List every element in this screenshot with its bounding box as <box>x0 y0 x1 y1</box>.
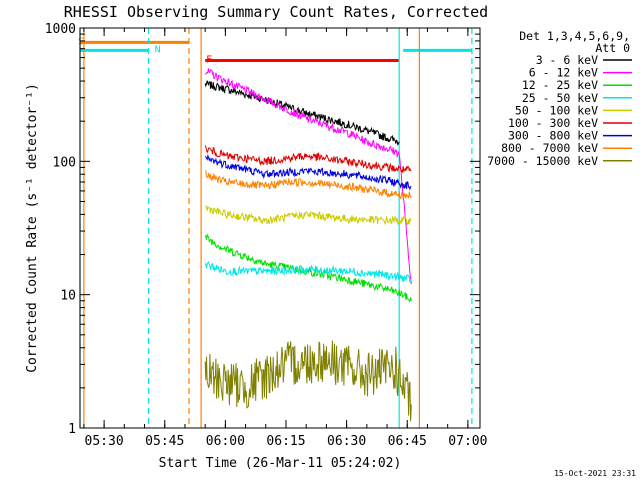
x-tick-label-06-00: 06:00 <box>206 434 245 449</box>
series-line-50-100-kev <box>204 205 412 226</box>
series-line-300-800-kev <box>205 153 412 191</box>
series-line-25-50-kev <box>204 261 412 283</box>
series-line-12-25-kev <box>204 233 412 303</box>
legend-label-25-50-kev: 25 - 50 keV <box>522 91 598 105</box>
x-tick-label-05-45: 05:45 <box>145 434 184 449</box>
plot-frame <box>79 27 481 429</box>
x-tick-label-06-15: 06:15 <box>266 434 305 449</box>
flag-label-f: F <box>206 55 212 66</box>
legend-title-line1: Det 1,3,4,5,6,9, <box>519 29 630 43</box>
flag-label-s: S <box>78 36 84 47</box>
legend-label-7000-15000-kev: 7000 - 15000 keV <box>487 154 598 168</box>
series-layer <box>204 68 412 422</box>
legend-label-800-7000-kev: 800 - 7000 keV <box>501 141 598 155</box>
x-axis-label: Start Time (26-Mar-11 05:24:02) <box>159 456 402 471</box>
y-tick-label-1: 1 <box>68 422 76 437</box>
footer-timestamp: 15-Oct-2021 23:31 <box>554 469 636 478</box>
legend-title-line2: Att 0 <box>595 41 630 55</box>
y-tick-label-10: 10 <box>60 289 76 304</box>
y-tick-label-1000: 1000 <box>45 22 76 37</box>
legend-label-50-100-kev: 50 - 100 keV <box>515 103 598 117</box>
axes-layer: 05:30 05:45 06:00 06:15 06:30 06:45 07:00 1 10 10… <box>45 22 488 449</box>
legend-label-6-12-kev: 6 - 12 keV <box>529 66 598 80</box>
series-line-3-6-kev <box>204 80 400 146</box>
series-line-6-12-kev <box>204 68 412 285</box>
x-tick-label-07-00: 07:00 <box>448 434 487 449</box>
legend-label-300-800-kev: 300 - 800 keV <box>508 129 598 143</box>
x-tick-label-05-30: 05:30 <box>85 434 124 449</box>
legend-label-3-6-kev: 3 - 6 keV <box>536 53 598 67</box>
x-tick-label-06-30: 06:30 <box>327 434 366 449</box>
chart-title: RHESSI Observing Summary Count Rates, Co… <box>64 3 488 21</box>
series-line-7000-15000-kev <box>204 340 412 422</box>
x-tick-label-06-45: 06:45 <box>388 434 427 449</box>
flag-label-n: N <box>155 44 161 55</box>
y-axis-label: Corrected Count Rate (s⁻¹ detector⁻¹) <box>25 83 40 373</box>
y-tick-label-100: 100 <box>53 155 76 170</box>
legend-label-100-300-kev: 100 - 300 keV <box>508 116 598 130</box>
series-line-100-300-kev <box>204 145 412 173</box>
legend-label-12-25-kev: 12 - 25 keV <box>522 78 598 92</box>
flags-layer: S N F <box>78 36 472 66</box>
series-line-800-7000-kev <box>205 170 412 200</box>
